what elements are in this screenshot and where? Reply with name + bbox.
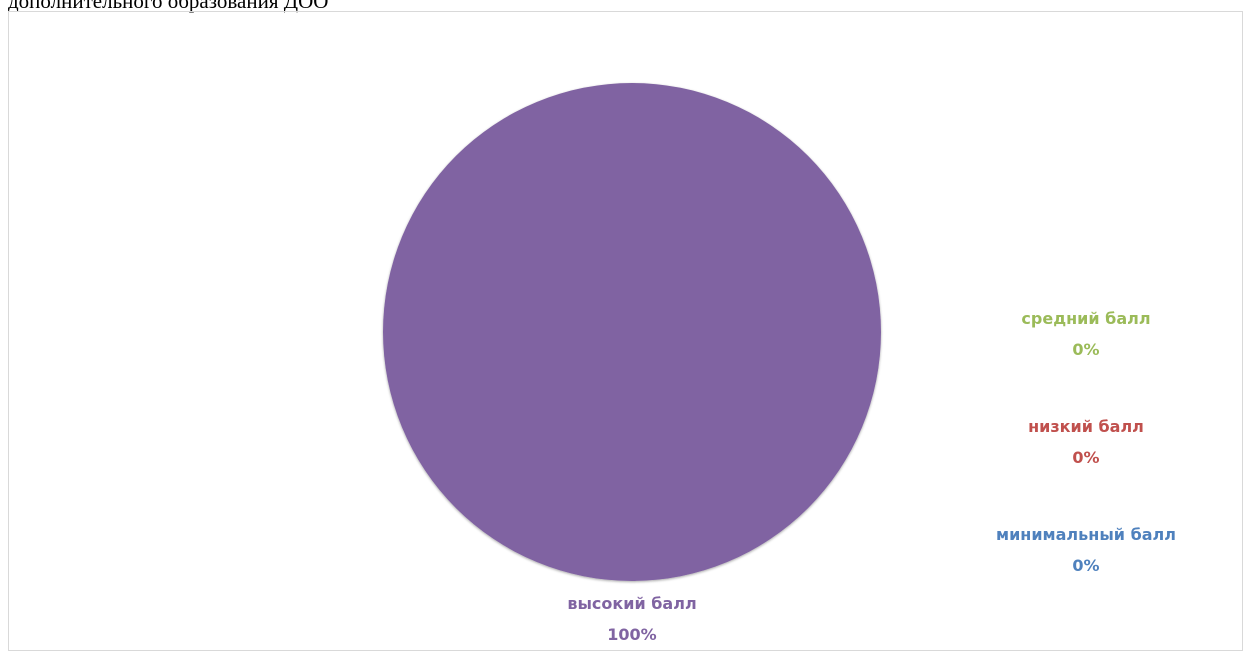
slice-label-percent: 100% <box>607 625 656 640</box>
slice-label-2: низкий балл 0% <box>1028 417 1144 467</box>
pie-slice-0 <box>383 83 881 581</box>
slice-label-name: минимальный балл <box>996 525 1176 544</box>
slice-label-3: минимальный балл 0% <box>996 525 1176 575</box>
slice-label-0: высокий балл 100% <box>567 594 696 640</box>
slice-label-percent: 0% <box>1072 448 1099 467</box>
slice-label-1: средний балл 0% <box>1021 309 1150 359</box>
slice-label-percent: 0% <box>1072 340 1099 359</box>
chart-area: высокий балл 100% средний балл 0% низкий бал… <box>8 11 1243 651</box>
slice-label-percent: 0% <box>1072 556 1099 575</box>
chart-caption: дополнительного образования ДОО <box>8 0 329 13</box>
slice-label-name: высокий балл <box>567 594 696 613</box>
slice-label-name: низкий балл <box>1028 417 1144 436</box>
pie-chart: высокий балл 100%средний балл 0%низкий бал… <box>383 83 1176 640</box>
slice-label-name: средний балл <box>1021 309 1150 328</box>
